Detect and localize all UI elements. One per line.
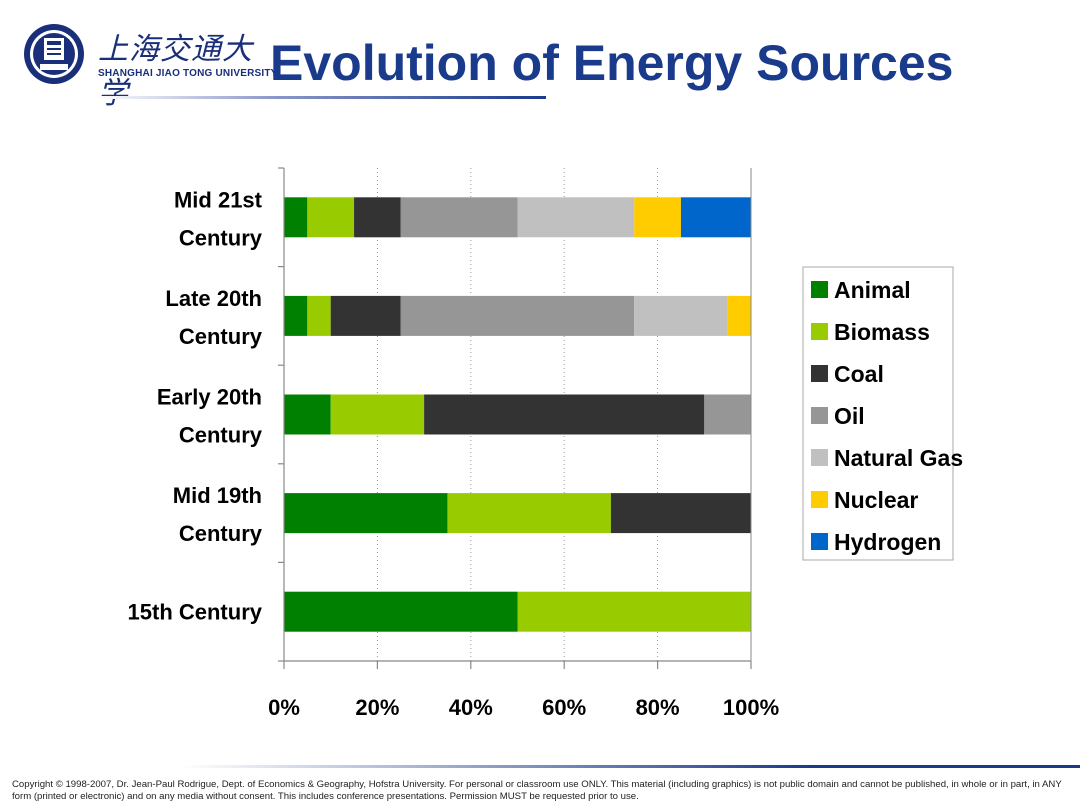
logo-english-text: SHANGHAI JIAO TONG UNIVERSITY xyxy=(98,68,278,79)
category-label: Mid 19th Century xyxy=(173,483,263,546)
university-seal-icon xyxy=(24,24,84,84)
bar-segment xyxy=(704,394,751,435)
bar-segment xyxy=(284,394,331,435)
bar-segment xyxy=(634,197,681,238)
category-label: Early 20th Century xyxy=(157,385,263,448)
bar-segment xyxy=(634,295,728,336)
bar-segment xyxy=(307,197,355,238)
bar-segment xyxy=(400,295,635,336)
category-label: Mid 21st Century xyxy=(174,187,263,250)
legend-entry: Coal xyxy=(834,361,884,387)
bar-segment xyxy=(400,197,518,238)
university-logo: 上海交通大学 SHANGHAI JIAO TONG UNIVERSITY xyxy=(22,22,282,111)
category-label: 15th Century xyxy=(128,600,263,625)
copyright-notice: Copyright © 1998-2007, Dr. Jean-Paul Rod… xyxy=(12,779,1062,802)
legend-swatch xyxy=(811,365,828,382)
x-tick-label: 0% xyxy=(268,695,300,720)
x-tick-label: 60% xyxy=(542,695,586,720)
x-tick-label: 40% xyxy=(449,695,493,720)
legend-swatch xyxy=(811,323,828,340)
bar-segment xyxy=(727,295,751,336)
category-label-line: Late 20th xyxy=(165,286,262,311)
category-label-line: Century xyxy=(179,521,263,546)
bar-segment xyxy=(284,295,308,336)
legend-swatch xyxy=(811,449,828,466)
category-label: Late 20th Century xyxy=(165,286,262,349)
x-tick-label: 100% xyxy=(723,695,779,720)
footer-rule xyxy=(180,765,1080,768)
bar-segment xyxy=(610,493,751,534)
bar-segment xyxy=(447,493,611,534)
bar-segment xyxy=(284,591,518,632)
bar-segment xyxy=(354,197,401,238)
legend-entry: Oil xyxy=(834,403,865,429)
bar-segment xyxy=(330,295,401,336)
category-label-line: Mid 21st xyxy=(174,187,263,212)
title-underline xyxy=(96,96,546,99)
bar-segment xyxy=(284,493,448,534)
legend-entry: Animal xyxy=(834,277,911,303)
category-label-line: Century xyxy=(179,225,263,250)
legend-swatch xyxy=(811,407,828,424)
legend-entry: Nuclear xyxy=(834,487,918,513)
category-label-line: Mid 19th xyxy=(173,483,262,508)
category-label-line: Century xyxy=(179,423,263,448)
bar-segment xyxy=(330,394,425,435)
bar-segment xyxy=(424,394,705,435)
slide-title: Evolution of Energy Sources xyxy=(270,35,954,91)
logo-chinese-text: 上海交通大学 xyxy=(98,32,253,111)
legend-swatch xyxy=(811,491,828,508)
x-tick-label: 80% xyxy=(636,695,680,720)
bar-segment xyxy=(307,295,331,336)
legend-swatch xyxy=(811,281,828,298)
bar-segment xyxy=(680,197,751,238)
legend-entry: Natural Gas xyxy=(834,445,963,471)
bar-segment xyxy=(517,197,635,238)
legend-entry: Biomass xyxy=(834,319,930,345)
bar-segment xyxy=(517,591,751,632)
category-label-line: Early 20th xyxy=(157,385,262,410)
legend-swatch xyxy=(811,533,828,550)
category-label-line: Century xyxy=(179,324,263,349)
x-tick-label: 20% xyxy=(355,695,399,720)
bar-segment xyxy=(284,197,308,238)
legend-entry: Hydrogen xyxy=(834,529,941,555)
